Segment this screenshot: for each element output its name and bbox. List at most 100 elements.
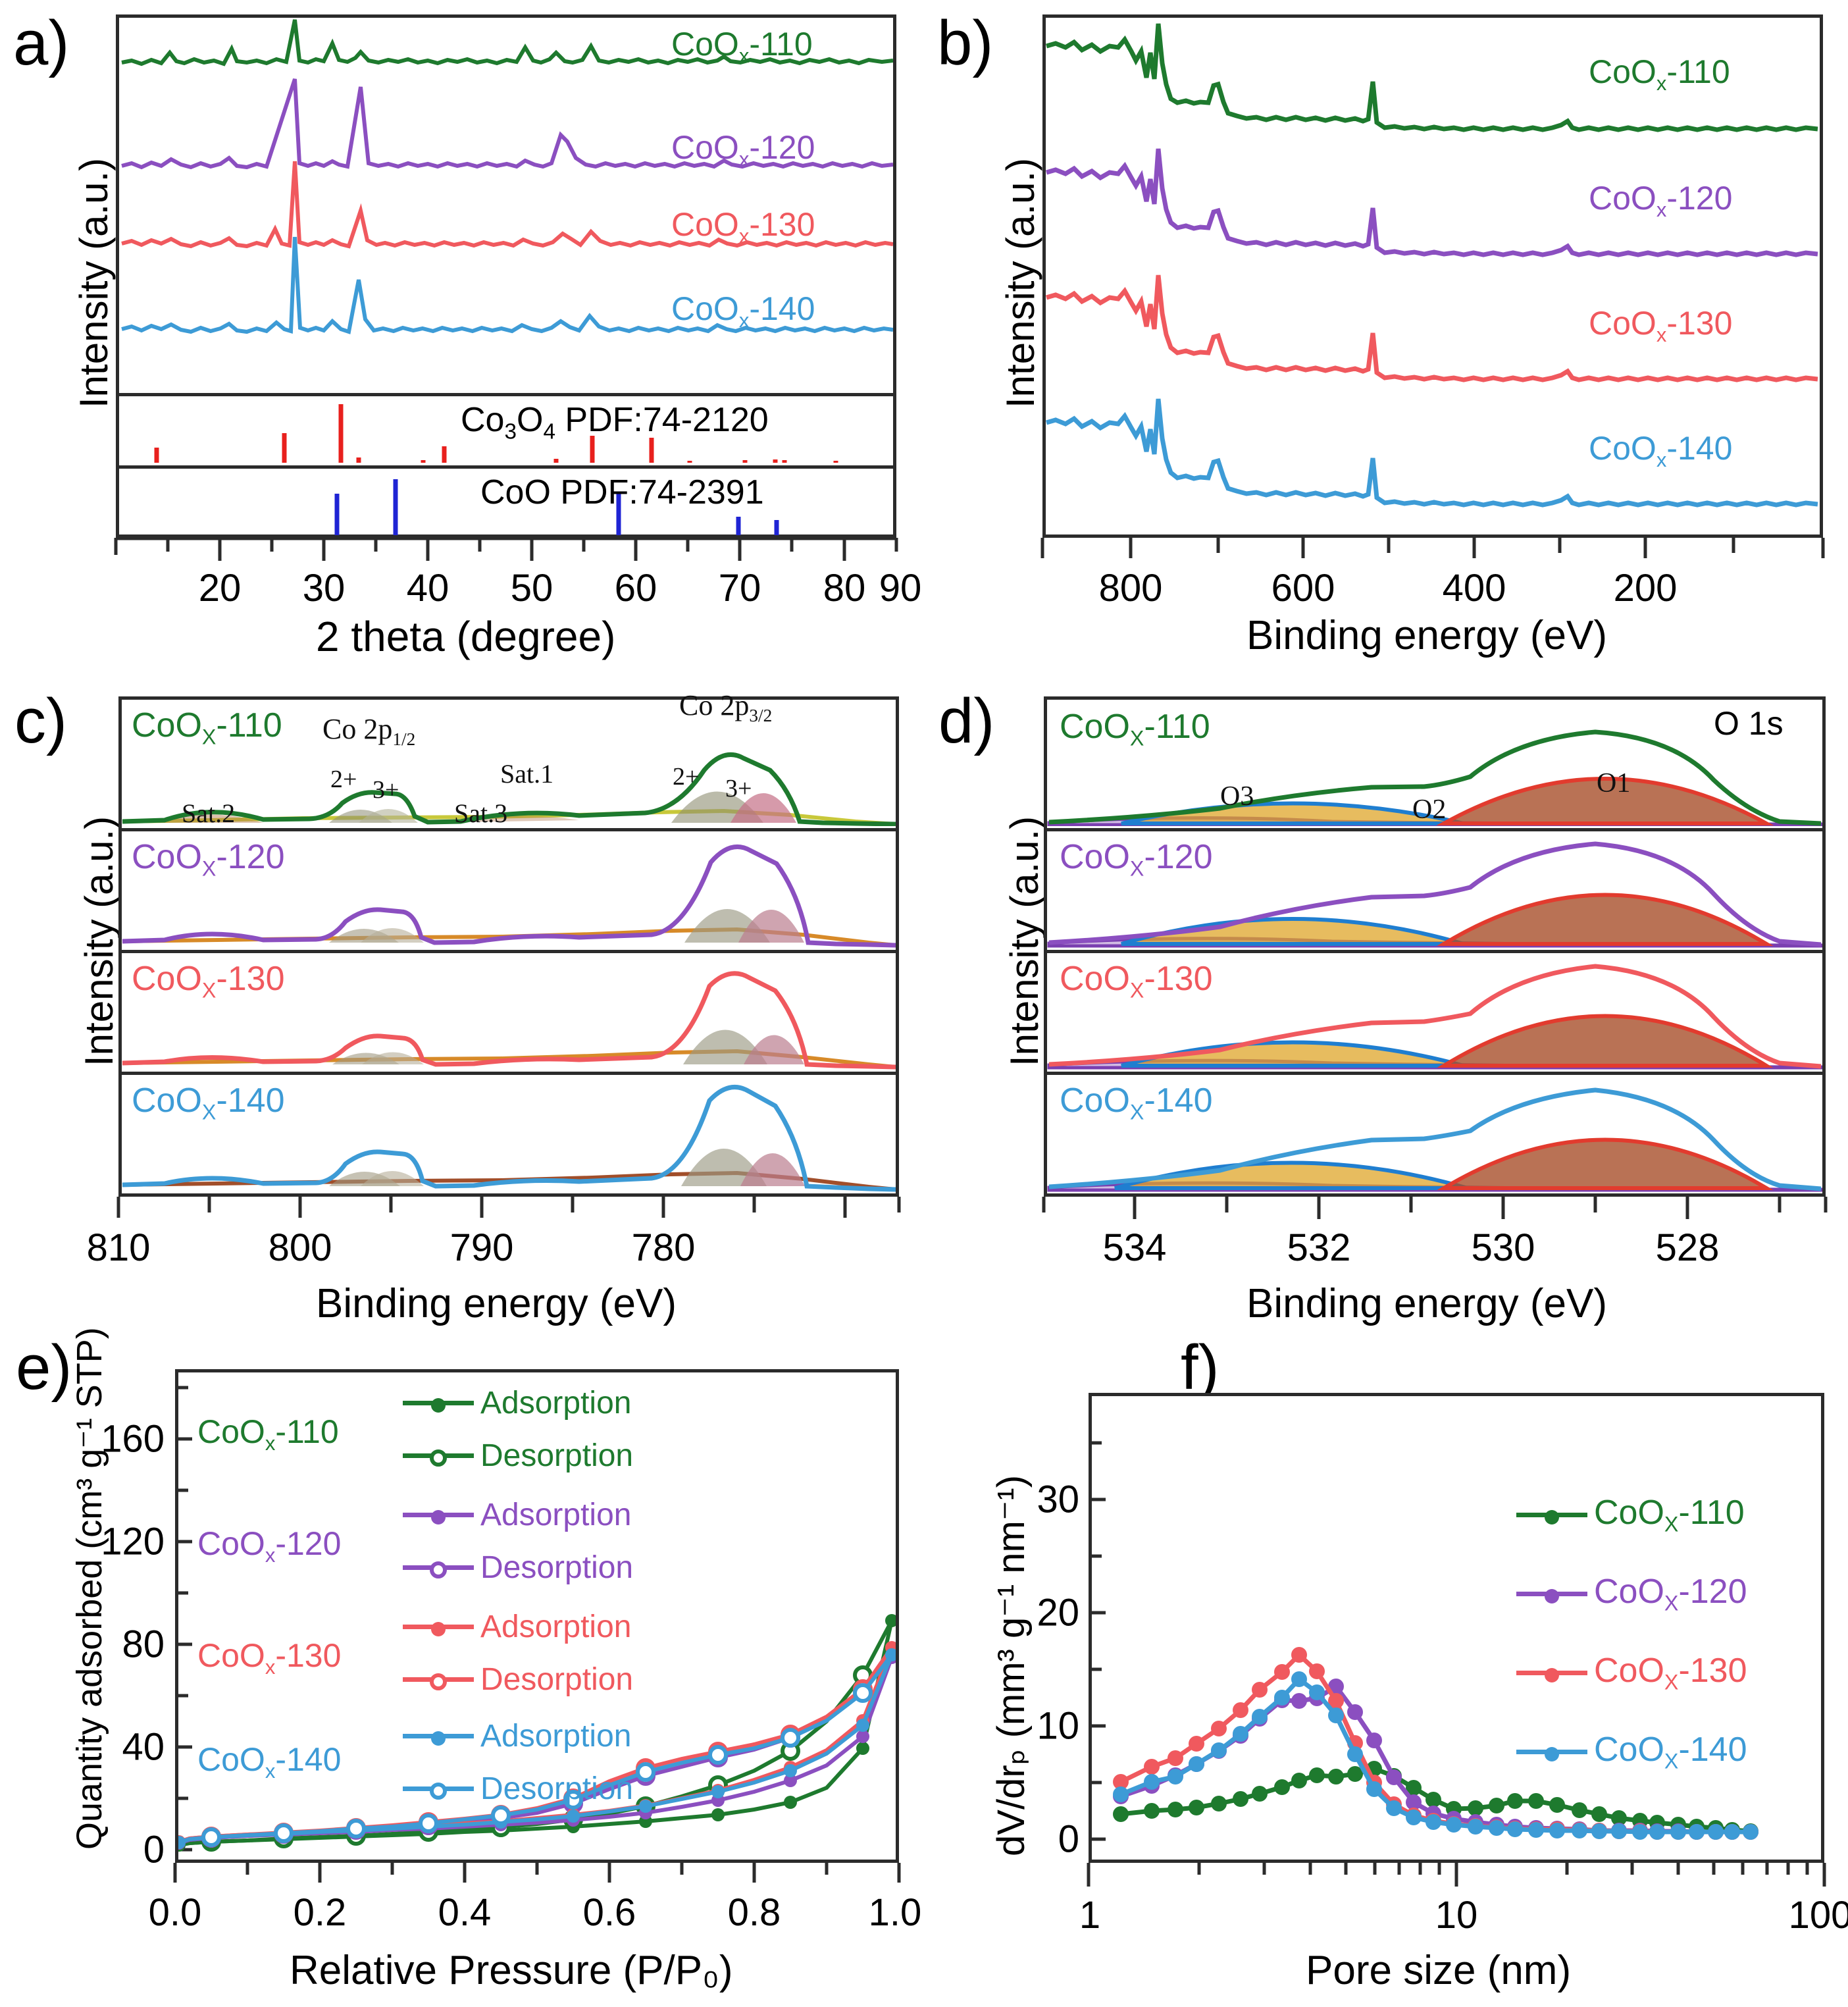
panel-c-annot-2plus-b: 2+ xyxy=(673,763,700,791)
panel-d-xtick-534: 534 xyxy=(1102,1226,1167,1269)
panel-e-sample-110-sub: x xyxy=(265,1432,276,1455)
panel-e-xtick-06: 0.6 xyxy=(582,1891,636,1934)
panel-c-label-130-main: CoO xyxy=(132,960,202,998)
panel-a-label-110: CoOx-110 xyxy=(671,25,813,68)
panel-d-peak-label-o3: O3 xyxy=(1220,781,1254,812)
panel-e-sample-140: CoOx-140 xyxy=(197,1740,341,1783)
legend-line-desorption-120 xyxy=(403,1561,474,1578)
panel-a-plot-area xyxy=(116,14,896,393)
legend-line-adsorption-120 xyxy=(403,1510,474,1525)
panel-e-legend-label-2: Adsorption xyxy=(480,1498,632,1532)
panel-f-legend-0-main: CoO xyxy=(1594,1494,1664,1532)
panel-f-legend-2-main: CoO xyxy=(1594,1652,1664,1690)
panel-a-label-140-tail: -140 xyxy=(749,290,815,327)
panel-c-label-140-main: CoO xyxy=(132,1082,202,1120)
panel-f-plot-area xyxy=(1089,1393,1824,1863)
panel-b-letter: b) xyxy=(937,8,994,78)
panel-e-legend-label-5: Desorption xyxy=(480,1662,634,1697)
panel-a-ref-box-coo xyxy=(116,465,896,538)
pdf-co3o4-co: Co xyxy=(461,401,505,439)
panel-c-letter: c) xyxy=(14,686,67,756)
panel-f-legend-label-1: CoOX-120 xyxy=(1594,1572,1747,1615)
panel-f-legend-0-tail: -110 xyxy=(1678,1494,1745,1532)
legend-line-desorption-110 xyxy=(403,1449,474,1467)
panel-e-sample-130-main: CoO xyxy=(197,1637,265,1674)
panel-d-xtick-530: 530 xyxy=(1471,1226,1535,1269)
panel-e-sample-130-sub: x xyxy=(265,1655,276,1679)
panel-d-peak-label-o2: O2 xyxy=(1412,795,1447,825)
panel-a-x-axis-title: 2 theta (degree) xyxy=(316,613,616,660)
panel-e-x-axis-title: Relative Pressure (P/P₀) xyxy=(290,1948,733,1993)
panel-e-xtick-10: 1.0 xyxy=(868,1891,922,1934)
panel-a-pdf-label-co3o4: Co3O4 PDF:74-2120 xyxy=(461,400,769,444)
panel-d-letter: d) xyxy=(938,686,995,756)
panel-a-label-130: CoOx-130 xyxy=(671,205,815,248)
panel-b-label-120-tail: -120 xyxy=(1666,180,1733,217)
panel-a-label-140-sub: x xyxy=(738,309,750,332)
panel-c-label-120: CoOX-120 xyxy=(132,837,285,881)
panel-e-sample-120-tail: -120 xyxy=(275,1525,342,1562)
panel-d-y-axis-title: Intensity (a.u.) xyxy=(1002,816,1046,1066)
panel-c-annot-co2p12-main: Co 2p xyxy=(322,713,393,745)
panel-e-xtick-04: 0.4 xyxy=(438,1891,492,1934)
panel-b-label-130: CoOx-130 xyxy=(1589,304,1732,347)
panel-b-y-axis-title: Intensity (a.u.) xyxy=(998,157,1042,408)
legend-marker-filled xyxy=(431,1622,446,1636)
panel-a-xtick-80: 80 xyxy=(823,567,866,610)
panel-a-label-120: CoOx-120 xyxy=(671,128,815,171)
panel-e-sample-110-tail: -110 xyxy=(275,1413,339,1450)
legend-marker-open xyxy=(430,1673,447,1690)
panel-c-label-140-tail: -140 xyxy=(216,1082,285,1120)
panel-c-xtick-810: 810 xyxy=(86,1226,151,1269)
panel-d-label-140: CoOX-140 xyxy=(1060,1081,1213,1124)
legend-marker-filled xyxy=(1545,1746,1559,1761)
panel-f-y-axis-title: dV/drₚ (mm³ g⁻¹ nm⁻¹) xyxy=(990,1474,1033,1856)
panel-f-legend-label-0: CoOX-110 xyxy=(1594,1493,1745,1536)
panel-b-label-130-main: CoO xyxy=(1589,305,1656,342)
panel-f-ytick-20: 20 xyxy=(1037,1591,1079,1634)
panel-e-legend-label-3: Desorption xyxy=(480,1550,634,1585)
panel-d-label-130-tail: -130 xyxy=(1144,960,1213,998)
panel-b-xtick-600: 600 xyxy=(1271,567,1335,610)
panel-b-label-120: CoOx-120 xyxy=(1589,179,1732,222)
panel-a-xtick-70: 70 xyxy=(718,567,761,610)
pdf-co3o4-tail: PDF:74-2120 xyxy=(555,401,769,439)
legend-marker-filled xyxy=(1545,1667,1559,1682)
panel-c-label-140-sub: X xyxy=(201,1100,217,1124)
panel-d-label-130: CoOX-130 xyxy=(1060,959,1213,1003)
legend-marker-open xyxy=(430,1561,447,1578)
panel-c-annot-co2p12-sub: 1/2 xyxy=(392,729,416,749)
legend-marker-filled xyxy=(431,1398,446,1413)
panel-d-label-140-main: CoO xyxy=(1060,1082,1130,1120)
panel-c-label-110-main: CoO xyxy=(132,706,202,744)
panel-a-xtick-50: 50 xyxy=(510,567,553,610)
panel-a-label-140-main: CoO xyxy=(671,290,739,327)
panel-e-sample-130: CoOx-130 xyxy=(197,1636,341,1679)
panel-e-sample-110: CoOx-110 xyxy=(197,1413,339,1455)
panel-c-label-120-sub: X xyxy=(201,856,217,881)
panel-e-legend-item-4: Adsorption xyxy=(403,1609,631,1645)
panel-a-xtick-30: 30 xyxy=(302,567,346,610)
panel-c-annot-co2p32-sub: 3/2 xyxy=(749,705,773,725)
pdf-co3o4-o: O xyxy=(517,401,544,439)
panel-a-label-120-sub: x xyxy=(738,147,750,170)
panel-c-annot-sat3: Sat.3 xyxy=(454,798,508,828)
panel-e-xtick-08: 0.8 xyxy=(727,1891,781,1934)
legend-line-130 xyxy=(1516,1667,1587,1682)
panel-c-xtick-800: 800 xyxy=(268,1226,332,1269)
legend-line-adsorption-140 xyxy=(403,1731,474,1746)
panel-a-xtick-40: 40 xyxy=(406,567,449,610)
legend-line-desorption-130 xyxy=(403,1673,474,1690)
panel-d-x-axis-title: Binding energy (eV) xyxy=(1246,1281,1607,1326)
legend-line-110 xyxy=(1516,1509,1587,1525)
panel-b-xtick-200: 200 xyxy=(1613,567,1678,610)
panel-b-xtick-800: 800 xyxy=(1098,567,1163,610)
panel-a-label-130-main: CoO xyxy=(671,206,739,243)
panel-c-label-130: CoOX-130 xyxy=(132,959,285,1003)
panel-d: d) Intensity (a.u.) xyxy=(924,658,1848,1330)
panel-e-legend-label-6: Adsorption xyxy=(480,1719,632,1754)
panel-c-annot-sat1: Sat.1 xyxy=(500,759,554,789)
panel-f-legend-item-2: CoOX-130 xyxy=(1516,1651,1747,1694)
panel-e-sample-130-tail: -130 xyxy=(275,1637,342,1674)
panel-d-label-110-sub: X xyxy=(1129,726,1144,750)
